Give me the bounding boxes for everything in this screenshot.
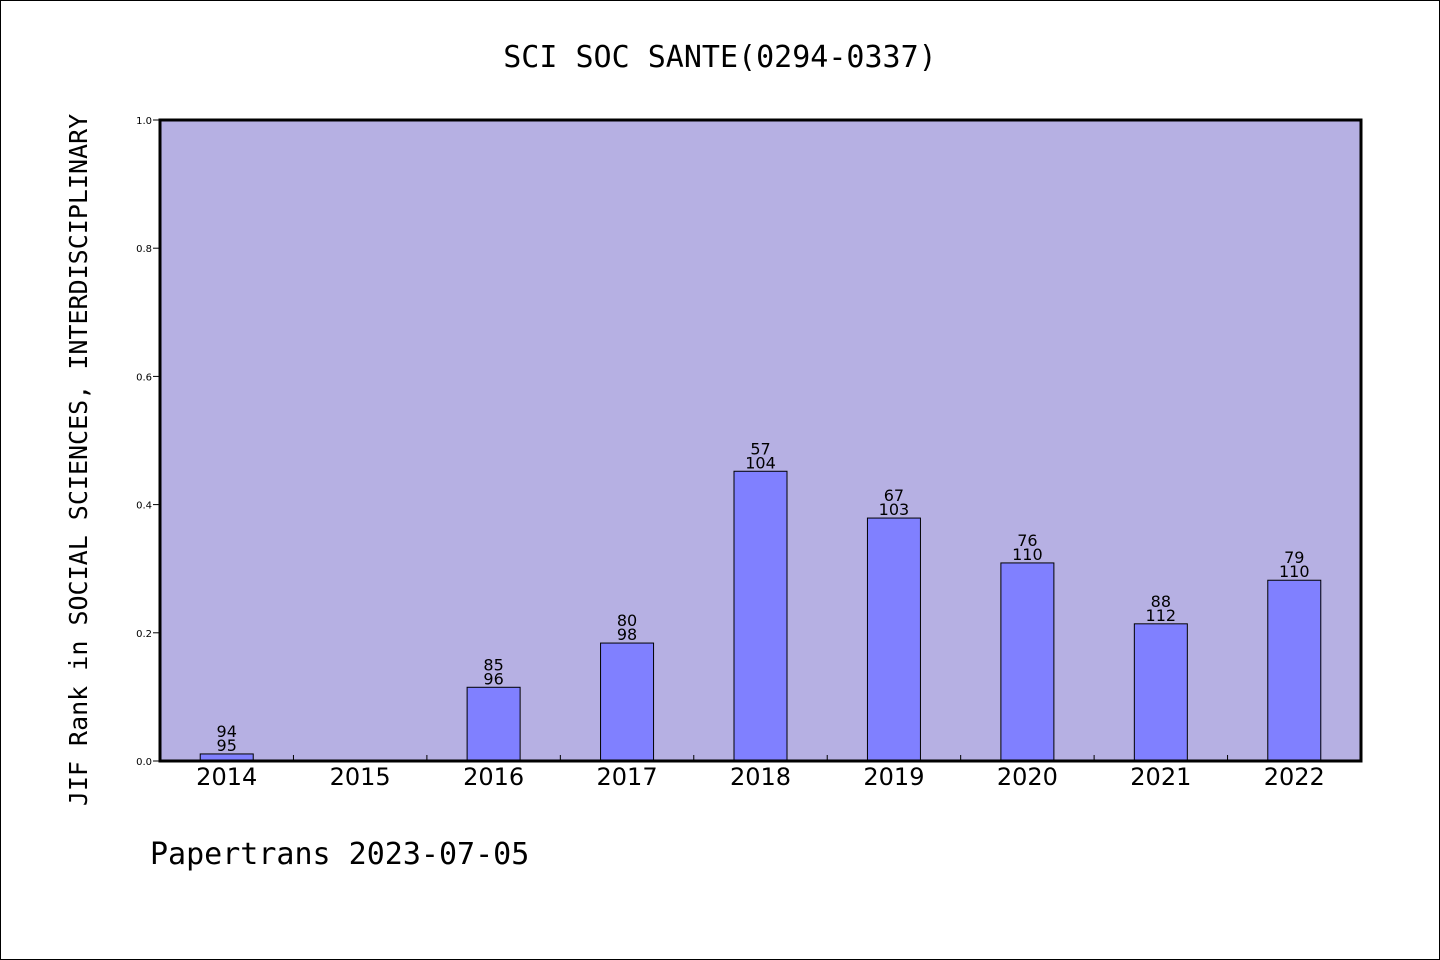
bar-2021: [1133, 623, 1188, 762]
footer-text: Papertrans 2023-07-05: [150, 837, 529, 872]
bar-rank-label: 76: [1017, 531, 1037, 550]
x-tick-label: 2022: [1264, 763, 1325, 791]
bar-2016: [466, 686, 521, 762]
y-tick-label: 0.0: [136, 757, 152, 768]
bar-rank-label: 57: [750, 439, 770, 458]
bar-rank-label: 85: [483, 655, 503, 674]
x-tick-label: 2015: [330, 763, 391, 791]
bar-total-label: 104: [745, 453, 776, 472]
bar-rank-label: 67: [884, 486, 904, 505]
x-tick-label: 2020: [997, 763, 1058, 791]
bar-2017: [600, 642, 655, 762]
x-tick-label: 2021: [1130, 763, 1191, 791]
bar-total-label: 98: [617, 625, 637, 644]
bar-2019: [866, 517, 921, 762]
bar-2020: [1000, 562, 1055, 762]
bar-total-label: 96: [483, 669, 503, 688]
y-tick-label: 0.4: [136, 501, 152, 512]
x-tick-label: 2016: [463, 763, 524, 791]
x-tick-label: 2018: [730, 763, 791, 791]
bar-total-label: 95: [217, 736, 237, 755]
bar-total-label: 110: [1012, 545, 1043, 564]
bar-rank-label: 80: [617, 611, 637, 630]
bar-rank-label: 94: [217, 722, 237, 741]
x-tick-label: 2019: [863, 763, 924, 791]
x-tick-label: 2017: [597, 763, 658, 791]
y-tick-label: 1.0: [136, 116, 152, 127]
chart-title: SCI SOC SANTE(0294-0337): [503, 40, 936, 75]
plot-border: [158, 118, 1363, 763]
bar-rank-label: 79: [1284, 548, 1304, 567]
bar-total-label: 112: [1146, 606, 1177, 625]
bar-total-label: 110: [1279, 562, 1310, 581]
bar-2022: [1267, 579, 1322, 762]
bar-2018: [733, 470, 788, 762]
y-tick-label: 0.2: [136, 629, 152, 640]
y-axis-label: JIF Rank in SOCIAL SCIENCES, INTERDISCIP…: [64, 114, 93, 806]
bar-total-label: 103: [879, 500, 910, 519]
y-tick-label: 0.6: [136, 372, 152, 383]
y-tick-label: 0.8: [136, 244, 152, 255]
ticks-layer: 0.0 0.2 0.4 0.6 0.8 1.0 2014 2015 2016 2017 2018 20…: [136, 116, 1325, 791]
x-tick-label: 2014: [196, 763, 257, 791]
bar-rank-label: 88: [1151, 592, 1171, 611]
